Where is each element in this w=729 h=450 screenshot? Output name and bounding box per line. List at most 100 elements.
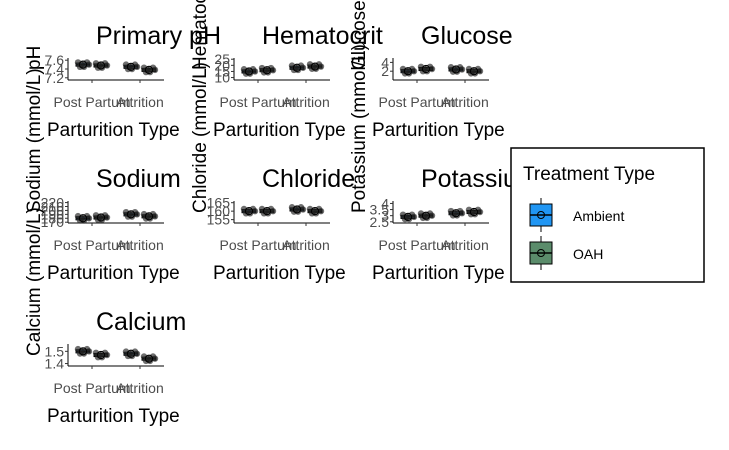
mean-point: [144, 65, 154, 74]
y-tick-label: 1.5: [45, 343, 65, 359]
x-tick-label: Attrition: [441, 94, 488, 110]
data-point: [103, 214, 111, 221]
mean-point: [292, 63, 302, 72]
legend: Treatment Type Ambient OAH: [510, 147, 705, 283]
panel-4: Chloride Chloride (mmol/L)Parturition Typ…: [190, 62, 355, 284]
data-point: [458, 210, 466, 217]
y-axis-label: Sodium (mmol/L): [24, 68, 45, 213]
y-tick-label: 2: [381, 63, 389, 79]
x-tick-label: Post Partum: [219, 237, 296, 253]
data-point: [133, 350, 141, 357]
y-tick-label: 170: [41, 214, 65, 230]
mean-point: [144, 354, 154, 363]
x-axis-label: Parturition Type: [213, 120, 346, 141]
mean-point: [421, 64, 431, 74]
data-point: [428, 65, 436, 73]
y-axis-label: pH: [24, 46, 45, 70]
data-point: [103, 351, 111, 359]
y-tick-label: 15: [214, 63, 230, 79]
panel-title: Hematocrit: [262, 22, 383, 50]
legend-key-point: [537, 249, 545, 257]
x-tick-label: Post Partum: [219, 94, 296, 110]
data-point: [458, 66, 466, 73]
y-tick-label: 3: [381, 208, 389, 224]
mean-point: [96, 350, 106, 360]
data-point: [103, 62, 111, 69]
mean-point: [403, 67, 413, 76]
y-tick-label: 210: [41, 199, 65, 215]
mean-point: [262, 207, 272, 216]
y-axis-label: Glucose (mmol/L): [349, 0, 370, 70]
legend-key-point: [537, 211, 545, 219]
legend-item: Ambient: [529, 198, 624, 232]
mean-point: [126, 62, 136, 71]
y-tick-label: 25: [214, 51, 230, 67]
x-axis-label: Parturition Type: [372, 120, 505, 141]
y-tick-label: 220: [41, 195, 65, 211]
mean-point: [144, 212, 154, 221]
y-tick-label: 7.2: [45, 70, 65, 86]
x-tick-label: Attrition: [282, 94, 329, 110]
data-point: [428, 212, 436, 219]
data-point: [476, 208, 484, 216]
y-tick-label: 2.5: [370, 214, 390, 230]
panel-title: Chloride: [262, 165, 355, 193]
data-point: [251, 207, 259, 215]
y-tick-label: 200: [41, 202, 65, 218]
data-point: [251, 68, 259, 75]
mean-point: [310, 207, 320, 216]
x-axis-label: Parturition Type: [372, 263, 505, 284]
y-tick-label: 7.6: [45, 52, 65, 68]
data-point: [410, 68, 418, 75]
y-tick-label: 190: [41, 206, 65, 222]
legend-label: Ambient: [573, 208, 624, 224]
mean-point: [310, 62, 320, 71]
panel-2: Glucose Glucose (mmol/L) Parturition Type 2…: [349, 0, 513, 141]
data-point: [85, 61, 93, 68]
panel-title: Calcium: [96, 308, 186, 336]
data-point: [317, 63, 325, 70]
y-tick-label: 20: [214, 57, 230, 73]
data-point: [269, 207, 277, 215]
mean-point: [78, 347, 88, 356]
mean-point: [403, 212, 413, 221]
mean-point: [292, 205, 302, 214]
mean-point: [451, 209, 461, 218]
y-tick-label: 4: [381, 195, 389, 211]
panel-3: Sodium Sodium (mmol/L)Parturition Type 170…: [24, 68, 181, 284]
x-axis-label: Parturition Type: [47, 406, 180, 427]
x-tick-label: Post Partum: [53, 237, 130, 253]
y-tick-label: 7.4: [45, 61, 65, 77]
mean-point: [244, 207, 254, 216]
mean-point: [421, 211, 431, 220]
mean-point: [469, 67, 479, 76]
data-point: [151, 213, 159, 220]
panel-0: Primary pH pH Parturition Type 7.27.47.6 Pos…: [24, 22, 221, 141]
x-tick-label: Attrition: [441, 237, 488, 253]
legend-item: OAH: [529, 236, 603, 270]
legend-label: OAH: [573, 246, 603, 262]
data-point: [269, 67, 277, 74]
data-point: [299, 206, 307, 213]
data-point: [410, 213, 418, 221]
y-axis-label: Chloride (mmol/L): [190, 62, 211, 213]
x-tick-label: Post Partum: [53, 94, 130, 110]
mean-point: [78, 60, 88, 69]
data-point: [151, 355, 159, 362]
data-point: [151, 66, 159, 74]
y-tick-label: 1.4: [45, 356, 65, 372]
panel-title: Sodium: [96, 165, 181, 193]
data-point: [85, 348, 93, 355]
mean-point: [96, 213, 106, 222]
y-tick-label: 155: [207, 212, 231, 228]
x-axis-label: Parturition Type: [47, 120, 180, 141]
mean-point: [126, 349, 136, 358]
data-point: [476, 68, 484, 75]
mean-point: [96, 61, 106, 70]
data-point: [299, 64, 307, 71]
mean-point: [469, 207, 479, 217]
y-tick-label: 10: [214, 70, 230, 86]
